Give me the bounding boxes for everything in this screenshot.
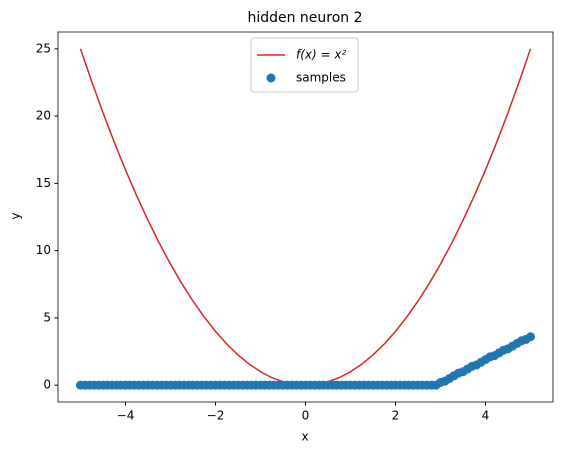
x-tick-label: −4 [117, 409, 135, 423]
y-tick-label: 25 [36, 41, 51, 55]
chart-title: hidden neuron 2 [247, 10, 362, 26]
y-tick-label: 0 [43, 378, 51, 392]
x-tick-label: −2 [207, 409, 225, 423]
legend-label: f(x) = x² [296, 48, 346, 62]
x-axis-label: x [301, 430, 308, 444]
legend-marker [266, 73, 276, 83]
x-tick-label: 0 [302, 409, 310, 423]
scatter-point [526, 332, 535, 342]
legend-label: samples [296, 71, 346, 85]
axes-frame [57, 31, 554, 403]
y-tick-label: 15 [36, 176, 51, 190]
x-tick-label: 4 [482, 409, 490, 423]
y-tick-label: 10 [36, 243, 51, 257]
y-tick-label: 20 [36, 109, 51, 123]
y-axis-label: y [9, 212, 23, 219]
legend-box [250, 37, 359, 93]
y-tick-label: 5 [43, 310, 51, 324]
x-tick-label: 2 [392, 409, 400, 423]
